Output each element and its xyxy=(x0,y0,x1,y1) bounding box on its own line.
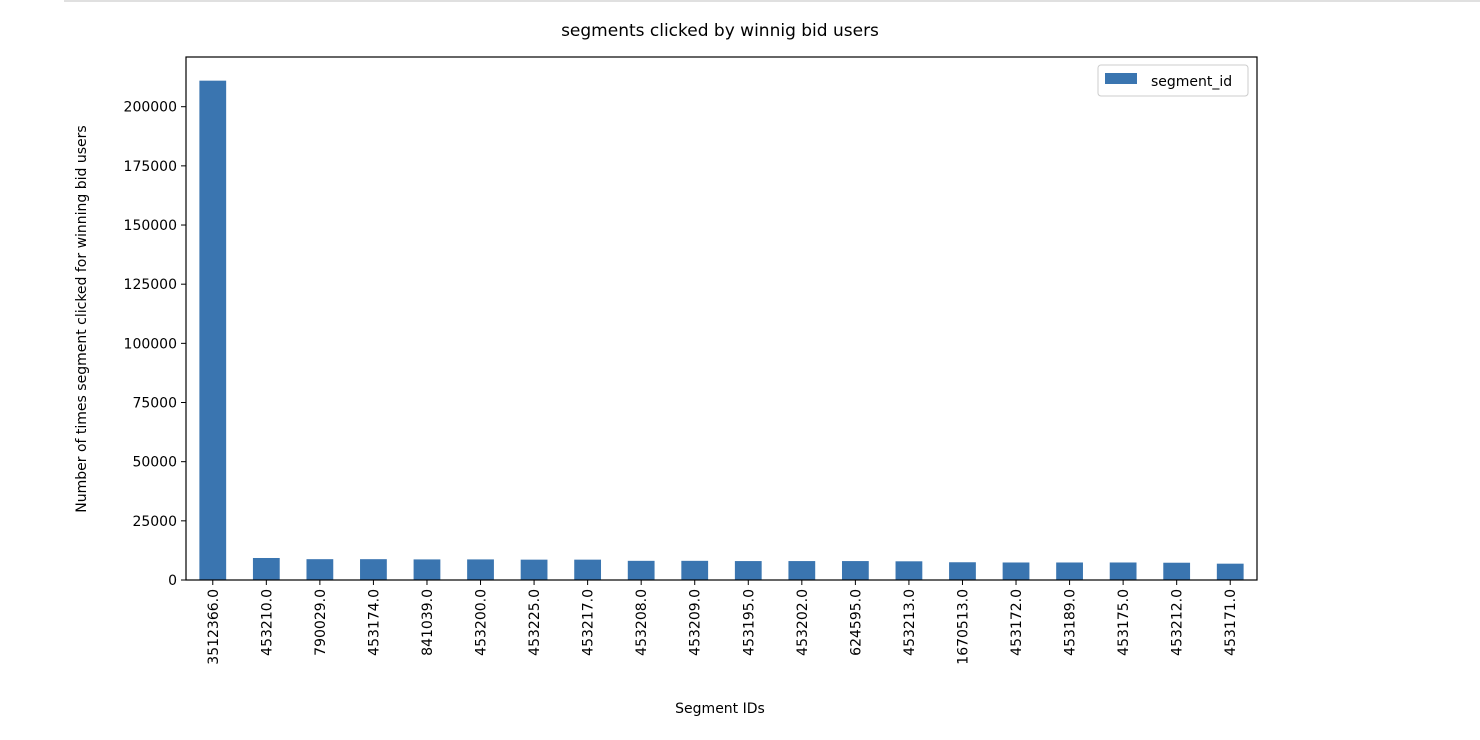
bar-453171.0 xyxy=(1216,563,1244,580)
bar-453217.0 xyxy=(574,559,602,580)
y-tick-label: 0 xyxy=(168,573,177,589)
x-tick-label: 453172.0 xyxy=(1009,589,1025,656)
x-tick-label: 453225.0 xyxy=(527,589,543,656)
y-tick-label: 125000 xyxy=(124,277,177,293)
bar-453212.0 xyxy=(1163,562,1191,580)
bar-453174.0 xyxy=(360,559,387,580)
x-tick-label: 790029.0 xyxy=(313,589,329,656)
bar-453202.0 xyxy=(788,561,816,580)
cell-top-border xyxy=(64,0,1480,2)
bar-624595.0 xyxy=(841,561,869,580)
x-tick-label: 453209.0 xyxy=(688,589,704,656)
x-tick-label: 453174.0 xyxy=(366,589,382,656)
x-tick-label: 453208.0 xyxy=(634,589,650,656)
plot-frame xyxy=(185,56,1258,581)
chart-title: segments clicked by winnig bid users xyxy=(561,21,879,41)
y-tick-label: 75000 xyxy=(132,396,177,412)
bar-841039.0 xyxy=(413,559,441,580)
bar-3512366.0 xyxy=(199,80,227,580)
y-ticks: 0 25000 50000 75000 100000 125000 150000 175000… xyxy=(124,100,186,589)
bar-453195.0 xyxy=(734,561,762,580)
x-tick-label: 841039.0 xyxy=(420,589,436,656)
legend-box xyxy=(1097,64,1249,97)
y-tick-label: 175000 xyxy=(124,159,177,175)
x-tick-label: 453189.0 xyxy=(1063,589,1079,656)
y-tick-label: 200000 xyxy=(124,100,177,116)
bar-453172.0 xyxy=(1002,562,1030,580)
x-tick-label: 624595.0 xyxy=(848,589,864,656)
x-tick-label: 453200.0 xyxy=(474,589,490,656)
bar-453209.0 xyxy=(681,560,709,580)
bar-453210.0 xyxy=(252,557,280,580)
x-tick-label: 453210.0 xyxy=(259,589,275,656)
bar-453175.0 xyxy=(1109,562,1137,580)
bar-453208.0 xyxy=(627,560,655,580)
x-axis-label: Segment IDs xyxy=(675,701,765,717)
x-tick-label: 453171.0 xyxy=(1223,589,1239,656)
legend: segment_id xyxy=(1097,64,1249,97)
bar-1670513.0 xyxy=(949,562,976,580)
bar-453189.0 xyxy=(1056,562,1083,580)
x-tick-label: 453202.0 xyxy=(795,589,811,656)
x-tick-label: 453213.0 xyxy=(902,589,918,656)
y-tick-label: 25000 xyxy=(132,514,177,530)
x-tick-label: 3512366.0 xyxy=(206,589,222,665)
x-tick-label: 453175.0 xyxy=(1116,589,1132,656)
y-axis-label: Number of times segment clicked for winn… xyxy=(74,125,90,512)
x-tick-label: 453195.0 xyxy=(741,589,757,656)
x-tick-label: 453217.0 xyxy=(581,589,597,656)
x-tick-label: 453212.0 xyxy=(1170,589,1186,656)
y-tick-label: 100000 xyxy=(124,336,177,352)
bars-group xyxy=(199,80,1244,580)
x-ticks: 3512366.0 453210.0 790029.0 453174.0 841039.… xyxy=(206,580,1239,665)
bar-453213.0 xyxy=(895,561,923,580)
legend-label: segment_id xyxy=(1151,74,1232,90)
bar-453225.0 xyxy=(520,559,548,580)
x-tick-label: 1670513.0 xyxy=(955,589,971,665)
bar-453200.0 xyxy=(467,559,494,580)
y-tick-label: 150000 xyxy=(124,218,177,234)
legend-swatch xyxy=(1105,73,1137,84)
bar-790029.0 xyxy=(306,559,334,580)
y-tick-label: 50000 xyxy=(132,455,177,471)
